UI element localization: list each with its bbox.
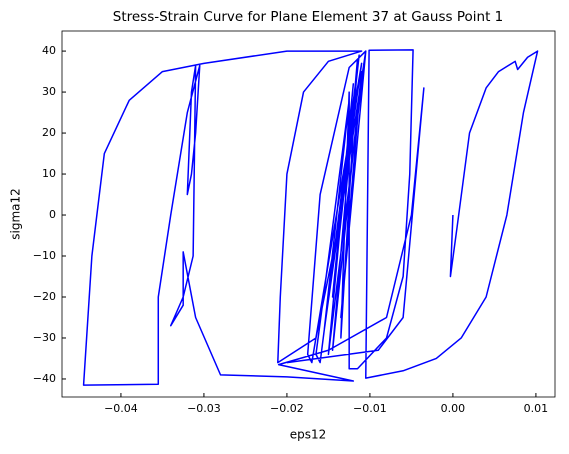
y-axis-label: sigma12 xyxy=(9,188,23,240)
y-tick-label: 20 xyxy=(42,126,56,139)
x-axis-label: eps12 xyxy=(290,428,327,442)
x-tick-label: −0.02 xyxy=(270,402,304,415)
x-tick-label: 0.01 xyxy=(524,402,549,415)
y-tick-label: −30 xyxy=(33,331,56,344)
x-tick-label: −0.04 xyxy=(104,402,138,415)
y-tick-label: 0 xyxy=(49,208,56,221)
y-tick-label: −20 xyxy=(33,290,56,303)
y-tick-label: −10 xyxy=(33,249,56,262)
plot-frame xyxy=(61,30,556,398)
x-tick-label: −0.03 xyxy=(187,402,221,415)
y-tick-label: 30 xyxy=(42,85,56,98)
y-tick-label: −40 xyxy=(33,372,56,385)
x-tick-label: 0.00 xyxy=(441,402,466,415)
y-tick-label: 10 xyxy=(42,167,56,180)
data-line xyxy=(82,49,539,386)
chart-title: Stress-Strain Curve for Plane Element 37… xyxy=(113,9,504,25)
y-tick-label: 40 xyxy=(42,44,56,57)
x-tick-label: −0.01 xyxy=(353,402,387,415)
